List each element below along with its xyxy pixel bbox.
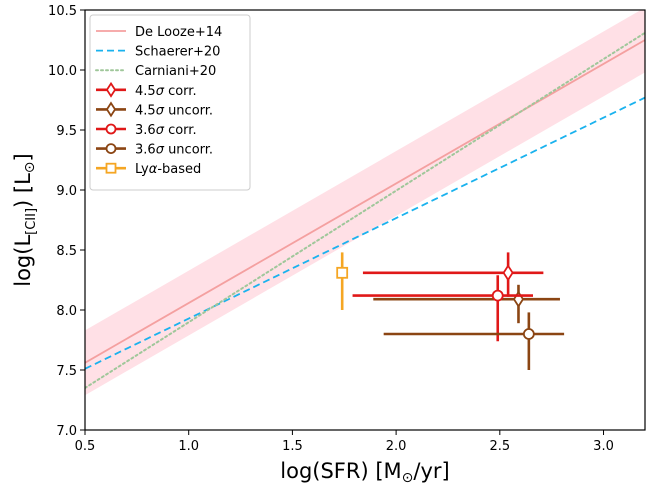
legend-label-main: 4.5: [135, 103, 156, 118]
x-tick-label: 2.0: [386, 439, 407, 454]
legend-label: Carniani+20: [135, 64, 216, 79]
legend-entry-ly-based: Lyα-based: [96, 162, 201, 177]
legend-square-marker: [105, 162, 117, 174]
legend-circle-marker: [105, 123, 117, 135]
legend-label: 3.6σ corr.: [135, 123, 197, 138]
x-tick-label: 0.5: [75, 439, 96, 454]
y-tick-label: 10.0: [48, 64, 77, 79]
y-tick-label: 9.5: [56, 124, 77, 139]
x-axis-label: log(SFR) [M⊙/yr]: [280, 459, 449, 486]
legend-label-greek: σ: [156, 84, 165, 99]
diamond-marker: [502, 264, 514, 282]
schaerer-20-line: [85, 96, 645, 370]
legend-label-greek: σ: [156, 103, 165, 118]
y-tick-label: 7.0: [56, 424, 77, 439]
legend-entry-4-5-corr: 4.5σ corr.: [96, 81, 197, 99]
legend-diamond-marker: [105, 101, 117, 118]
data-point-ly-based: [336, 252, 349, 310]
legend-label-main: 4.5: [135, 84, 156, 99]
data-point-3-6-uncorr: [383, 312, 565, 370]
legend-label-main: Ly: [135, 162, 149, 177]
legend-entry-3-6-corr: 3.6σ corr.: [96, 123, 197, 138]
y-tick-label: 10.5: [48, 4, 77, 19]
legend-label-end: uncorr.: [164, 143, 213, 158]
legend-label: Lyα-based: [135, 162, 201, 177]
y-tick-label: 8.0: [56, 304, 77, 319]
y-tick-label: 9.0: [56, 184, 77, 199]
legend-entry-4-5-uncorr: 4.5σ uncorr.: [96, 101, 213, 118]
legend-label-end: uncorr.: [164, 103, 213, 118]
legend-label-main: 3.6: [135, 123, 156, 138]
legend-label-greek: σ: [156, 123, 165, 138]
legend-label-end: -based: [157, 162, 201, 177]
legend-label: 4.5σ corr.: [135, 84, 197, 99]
legend-label-main: 3.6: [135, 143, 156, 158]
legend-entry-schaerer-20: Schaerer+20: [96, 45, 220, 60]
legend-label-greek: α: [149, 162, 158, 177]
circle-marker: [491, 289, 504, 302]
legend-label-end: corr.: [164, 123, 197, 138]
legend-label: Schaerer+20: [135, 45, 220, 60]
data-point-3-6-corr: [352, 275, 533, 342]
legend-entry-de-looze-14: De Looze+14: [96, 25, 222, 40]
data-point-4-5-uncorr: [373, 284, 560, 324]
y-tick-label: 7.5: [56, 364, 77, 379]
carniani-20-line: [85, 31, 645, 389]
y-tick-label: 8.5: [56, 244, 77, 259]
data-point-4-5-corr: [362, 252, 544, 297]
legend-entry-carniani-20: Carniani+20: [95, 64, 216, 79]
x-tick-label: 3.0: [593, 439, 614, 454]
y-ticks: 7.0 7.5 8.0 8.5 9.0 9.5 10.0 10.5: [48, 4, 85, 439]
legend-label: De Looze+14: [135, 25, 222, 40]
legend-circle-marker: [105, 143, 117, 155]
relation-lines-layer: [85, 31, 645, 389]
y-axis-label: log(L[CII]) [L⊙]: [11, 153, 39, 287]
x-tick-label: 1.5: [282, 439, 303, 454]
legend-label: 3.6σ uncorr.: [135, 143, 213, 158]
square-marker: [336, 266, 349, 279]
legend-label: 4.5σ uncorr.: [135, 103, 213, 118]
x-tick-label: 1.0: [178, 439, 199, 454]
legend-diamond-marker: [105, 81, 117, 98]
legend-entry-3-6-uncorr: 3.6σ uncorr.: [96, 143, 213, 158]
legend-label-end: corr.: [164, 84, 197, 99]
x-ticks: 0.5 1.0 1.5 2.0 2.5 3.0: [75, 430, 614, 454]
legend-label-greek: σ: [156, 143, 165, 158]
data-points-layer: [336, 252, 565, 370]
legend-frame: [89, 14, 251, 191]
x-tick-label: 2.5: [489, 439, 510, 454]
circle-marker: [522, 328, 535, 340]
plot-frame: [84, 9, 646, 431]
de-looze-14-line: [85, 39, 645, 364]
